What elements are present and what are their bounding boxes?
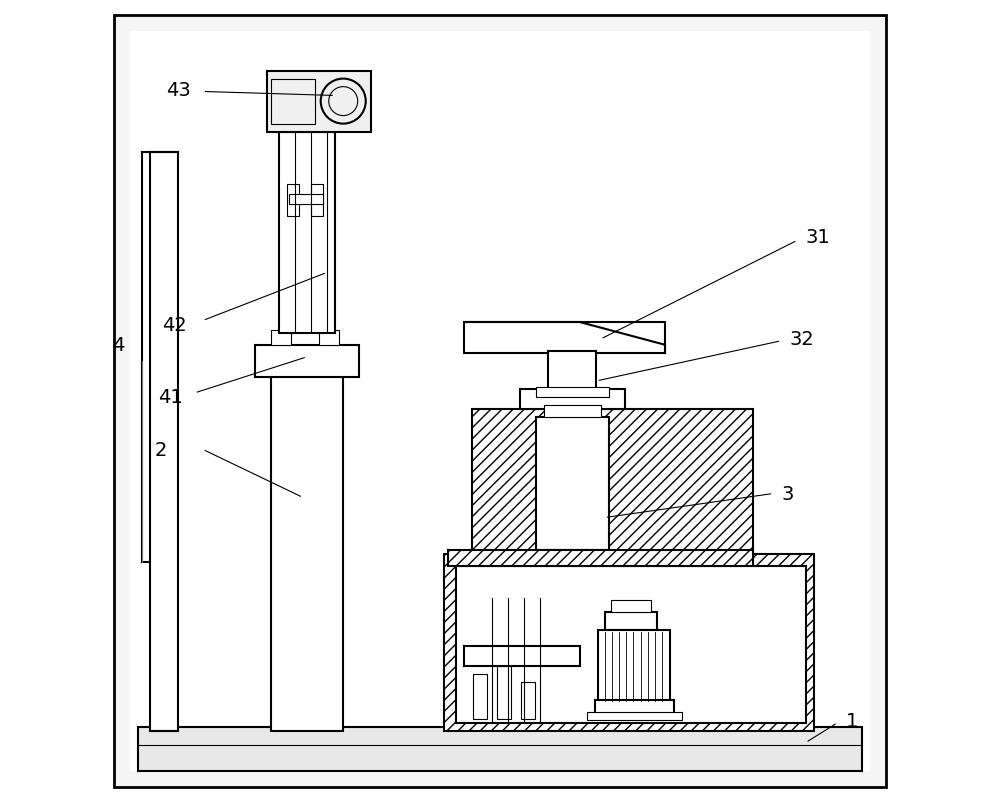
Bar (521, 683, 535, 719)
Bar (271, 361, 343, 731)
Text: 43: 43 (166, 80, 191, 100)
Bar (311, 185, 323, 217)
Bar (319, 331, 339, 345)
Bar (150, 153, 178, 731)
Bar (267, 72, 371, 132)
Bar (464, 646, 580, 666)
Text: 2: 2 (154, 440, 167, 459)
Bar (289, 195, 323, 205)
Bar (587, 712, 682, 720)
Bar (598, 630, 670, 703)
Bar (444, 554, 814, 731)
Bar (255, 345, 359, 377)
Bar (536, 418, 609, 550)
Bar (497, 666, 511, 719)
Bar (473, 675, 487, 719)
Bar (138, 727, 862, 771)
Bar (271, 331, 291, 345)
Bar (456, 566, 806, 723)
Bar (605, 613, 657, 630)
Bar (611, 601, 651, 613)
Bar (279, 132, 335, 333)
Bar (536, 387, 609, 397)
Bar (464, 323, 665, 353)
Text: 4: 4 (112, 336, 124, 355)
Bar (287, 185, 299, 217)
Bar (548, 352, 596, 389)
Text: 41: 41 (158, 388, 183, 407)
Bar (448, 550, 753, 566)
Text: 32: 32 (789, 329, 814, 349)
Bar (472, 410, 753, 554)
Bar (544, 406, 600, 418)
Bar (595, 700, 674, 715)
Bar (520, 389, 625, 410)
Text: 3: 3 (781, 484, 794, 503)
Text: 42: 42 (162, 316, 187, 335)
Text: 31: 31 (806, 227, 830, 247)
Bar (271, 80, 315, 124)
Text: 1: 1 (846, 711, 858, 730)
